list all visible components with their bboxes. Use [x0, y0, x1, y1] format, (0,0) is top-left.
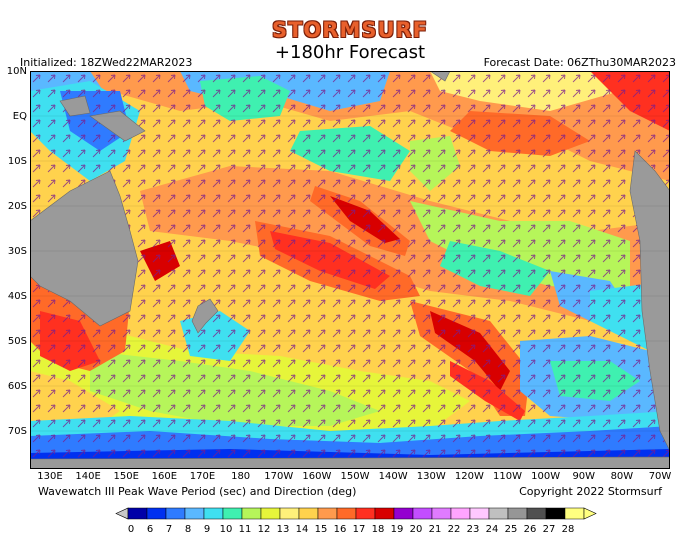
scale-swatch: [279, 507, 300, 520]
scale-tick-label: 11: [239, 524, 252, 535]
scale-swatch: [336, 507, 357, 520]
lat-label: 60S: [7, 381, 27, 392]
lon-label: 130E: [37, 471, 63, 482]
scale-tick-label: 17: [353, 524, 366, 535]
scale-swatch: [222, 507, 243, 520]
scale-tick-label: 13: [277, 524, 290, 535]
lon-label: 90W: [572, 471, 596, 482]
scale-tick-label: 23: [467, 524, 480, 535]
scale-min-arrow: [115, 507, 129, 520]
scale-tick-label: 20: [410, 524, 423, 535]
lon-label: 170E: [189, 471, 216, 482]
map-canvas: [30, 71, 670, 469]
scale-tick-label: 16: [334, 524, 347, 535]
scale-swatch: [393, 507, 414, 520]
land: [30, 71, 670, 469]
lon-label: 80W: [610, 471, 634, 482]
scale-tick-label: 12: [258, 524, 271, 535]
lon-label: 150W: [340, 471, 370, 482]
lat-label: 70S: [7, 426, 27, 437]
copyright-label: Copyright 2022 Stormsurf: [519, 485, 662, 498]
lon-label: 100W: [531, 471, 561, 482]
scale-tick-label: 25: [505, 524, 518, 535]
scale-tick-label: 7: [166, 524, 172, 535]
scale-swatch: [127, 507, 148, 520]
lat-label: 40S: [7, 291, 27, 302]
scale-swatch: [507, 507, 528, 520]
lon-label: 180: [231, 471, 251, 482]
scale-tick-label: 26: [524, 524, 537, 535]
lon-label: 130W: [416, 471, 446, 482]
scale-swatch: [260, 507, 281, 520]
scale-tick-label: 19: [391, 524, 404, 535]
scale-swatch: [165, 507, 186, 520]
scale-tick-label: 22: [448, 524, 461, 535]
scale-tick-label: 10: [220, 524, 233, 535]
scale-swatch: [317, 507, 338, 520]
lat-label: EQ: [12, 111, 27, 122]
lon-label: 160E: [151, 471, 178, 482]
lat-label: 10N: [6, 66, 27, 77]
lon-label: 120W: [454, 471, 484, 482]
scale-tick-label: 28: [562, 524, 575, 535]
lat-label: 10S: [7, 156, 27, 167]
scale-tick-label: 21: [429, 524, 442, 535]
scale-swatch: [431, 507, 452, 520]
scale-swatch: [526, 507, 547, 520]
lat-label: 50S: [7, 336, 27, 347]
scale-tick-label: 15: [315, 524, 328, 535]
scale-swatch: [241, 507, 262, 520]
map-frame: [30, 71, 670, 469]
scale-tick-label: 9: [204, 524, 210, 535]
scale-swatch: [488, 507, 509, 520]
lon-label: 140E: [75, 471, 101, 482]
scale-tick-label: 18: [372, 524, 385, 535]
lat-label: 30S: [7, 246, 27, 257]
color-scale-legend: 0 6 7 8 9 10 11 12 13 14 15 16 17 18 19 20 21 22 23 24 25 26 2…: [115, 507, 597, 535]
scale-tick-label: 8: [185, 524, 191, 535]
scale-tick-label: 0: [128, 524, 134, 535]
scale-swatch: [469, 507, 490, 520]
scale-tick-label: 6: [147, 524, 153, 535]
forecast-date-label: Forecast Date: 06ZThu30MAR2023: [483, 56, 676, 69]
period-field: [30, 71, 670, 469]
scale-swatch: [450, 507, 471, 520]
lon-label: 110W: [493, 471, 522, 482]
scale-swatch: [545, 507, 566, 520]
graticule: [30, 115, 670, 432]
scale-swatch: [298, 507, 319, 520]
scale-tick-label: 27: [543, 524, 556, 535]
initialized-label: Initialized: 18ZWed22MAR2023: [20, 56, 193, 69]
scale-swatch: [374, 507, 395, 520]
stormsurf-logo: STORMSURF: [271, 18, 429, 42]
scale-swatch: [203, 507, 224, 520]
lon-label: 150E: [113, 471, 139, 482]
lon-label: 70W: [648, 471, 672, 482]
forecast-title: +180hr Forecast: [274, 42, 426, 63]
scale-swatch: [412, 507, 433, 520]
scale-swatch: [564, 507, 585, 520]
scale-swatch: [184, 507, 205, 520]
lon-label: 170W: [264, 471, 294, 482]
scale-tick-label: 14: [296, 524, 309, 535]
scale-tick-label: 24: [486, 524, 499, 535]
lon-label: 140W: [378, 471, 408, 482]
scale-swatch: [355, 507, 376, 520]
scale-swatch: [146, 507, 167, 520]
scale-max-arrow: [583, 507, 597, 520]
lat-label: 20S: [7, 201, 27, 212]
map-caption: Wavewatch III Peak Wave Period (sec) and…: [38, 485, 357, 498]
lon-label: 160W: [302, 471, 332, 482]
wave-period-map: [30, 71, 670, 469]
